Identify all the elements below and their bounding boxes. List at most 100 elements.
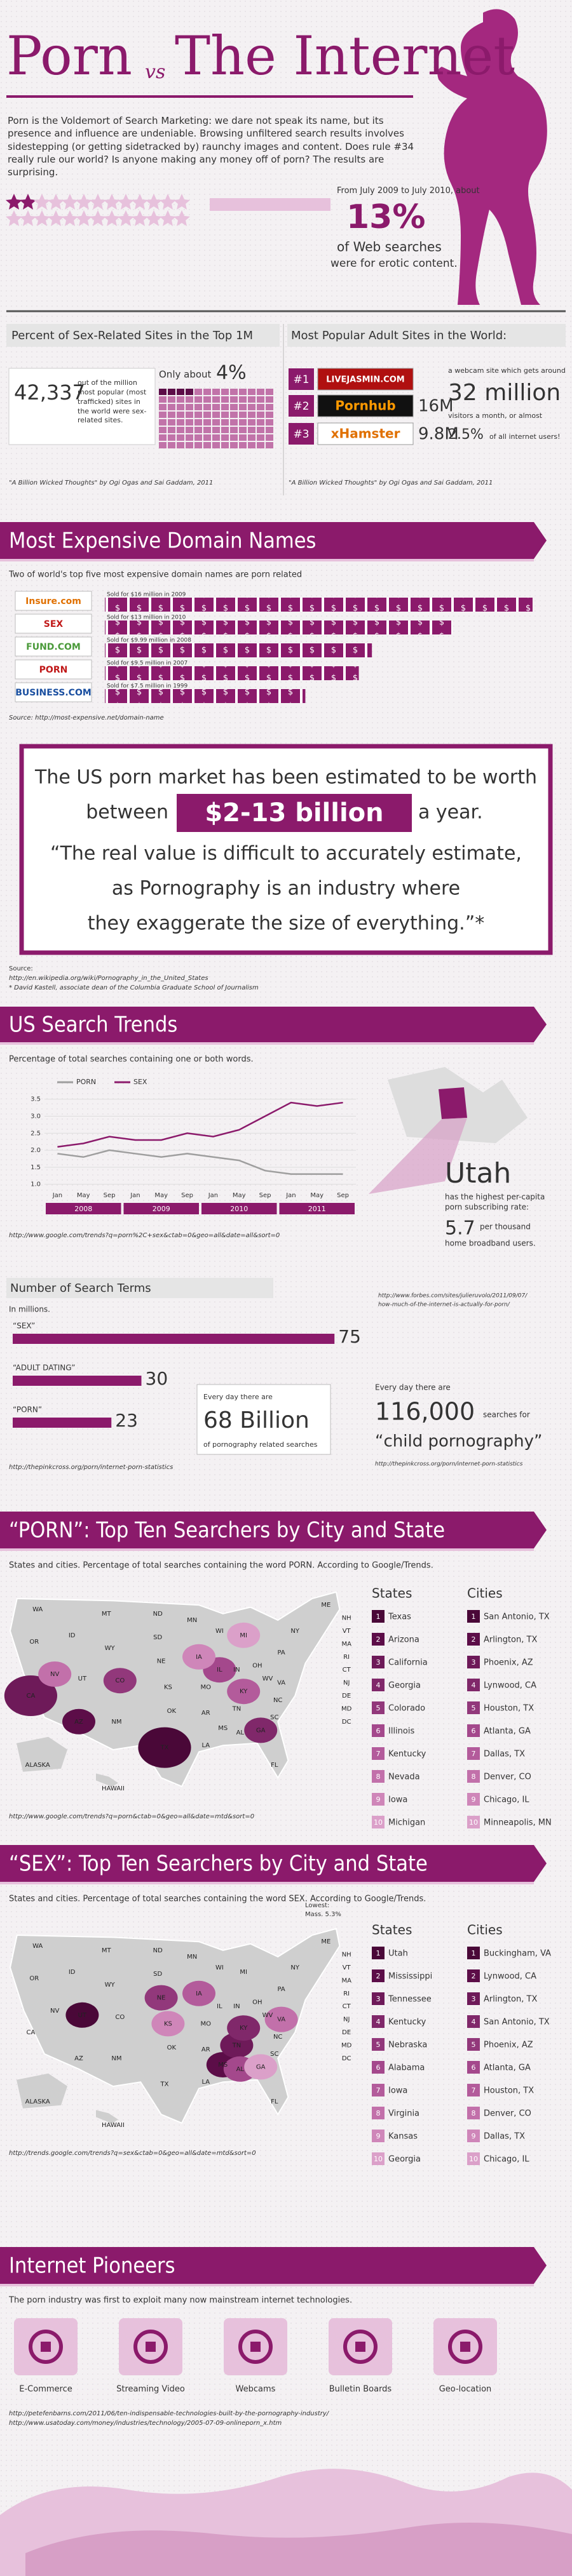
- amount: $2-13 billion: [205, 798, 383, 828]
- state-label: NM: [111, 2055, 121, 2062]
- star-icon: [6, 210, 22, 226]
- state-label: WA: [32, 1606, 43, 1613]
- grid-cell: [248, 442, 255, 448]
- rank-box: [467, 2152, 480, 2165]
- section-band: [0, 522, 547, 559]
- grid-cell: [221, 396, 229, 403]
- state-highlight: [244, 2054, 278, 2080]
- year-band: [279, 1203, 355, 1214]
- year-label: 2010: [230, 1205, 248, 1213]
- state-label: IN: [233, 2003, 240, 2010]
- rank-box: [467, 1770, 480, 1783]
- list-item: Utah: [388, 1949, 408, 1959]
- bar: [13, 1334, 335, 1344]
- star-icon: [132, 210, 148, 226]
- sale-note: Sold for $9.5 million in 2007: [107, 661, 187, 667]
- legend-label: SEX: [133, 1078, 147, 1086]
- grid-cell: [186, 442, 193, 448]
- domain-logo-bg: [15, 614, 92, 634]
- state-label: SD: [153, 1971, 162, 1978]
- grid-cell: [212, 442, 220, 448]
- site-rank: #2: [293, 400, 309, 413]
- y-tick-label: 3.0: [31, 1113, 41, 1120]
- site-visitors: 16M: [418, 397, 454, 416]
- grid-cell: [248, 404, 255, 410]
- state-highlight: [182, 1980, 215, 2006]
- sale-note: Sold for $7.5 million in 1999: [107, 683, 188, 690]
- state-highlight: [182, 1644, 215, 1670]
- rank-box: [372, 1747, 385, 1760]
- grid-cell: [168, 427, 175, 433]
- state-label: TN: [232, 2042, 242, 2049]
- rank: 4: [472, 2018, 476, 2026]
- sale-note: Sold for $13 million in 2010: [107, 615, 186, 621]
- star-icon: [160, 210, 176, 226]
- state-label: CT: [343, 1667, 351, 1674]
- list-item: San Antonio, TX: [484, 2018, 550, 2027]
- state-label: DC: [342, 2055, 351, 2062]
- grid-cell: [168, 419, 175, 426]
- list-item: Lynwood, CA: [484, 1972, 536, 1982]
- list-item: Colorado: [388, 1704, 425, 1714]
- state-label: KY: [240, 2025, 248, 2032]
- grid-cell: [203, 389, 211, 395]
- list-item: Denver, CO: [484, 1773, 531, 1782]
- state-label: NV: [50, 2008, 59, 2015]
- state-label: NM: [111, 1719, 121, 1726]
- rank-box: [289, 395, 314, 417]
- x-tick-label: May: [77, 1192, 90, 1199]
- rank-box: [372, 2107, 385, 2119]
- grid-cell: [266, 396, 273, 403]
- grid-cell: [239, 427, 247, 433]
- bar: [105, 689, 306, 703]
- grid-cell: [203, 396, 211, 403]
- rank: 5: [376, 2041, 381, 2049]
- state-label: NE: [157, 1995, 166, 2002]
- star-icon: [132, 194, 148, 210]
- state-label: TN: [232, 1705, 242, 1712]
- rank: 3: [376, 1995, 381, 2003]
- state-label: AL: [236, 1729, 245, 1736]
- pioneer-label: Webcams: [236, 2385, 276, 2394]
- rank: 6: [376, 1727, 381, 1735]
- state-label: IA: [196, 1654, 202, 1661]
- y-tick-label: 2.5: [31, 1130, 41, 1137]
- rank: 10: [469, 1818, 478, 1827]
- alaska: [17, 1736, 67, 1772]
- share: 2.5%: [448, 427, 484, 443]
- hawaii: [96, 2110, 118, 2124]
- y-tick-label: 2.0: [31, 1147, 41, 1154]
- state-label: NC: [273, 2034, 282, 2041]
- pioneer-icon: [250, 2342, 261, 2352]
- rank-box: [467, 2015, 480, 2028]
- grid-cell: [266, 404, 273, 410]
- list-heading: Cities: [467, 1586, 503, 1601]
- grid-cell: [230, 442, 238, 448]
- year-band: [123, 1203, 199, 1214]
- grid-cell: [239, 412, 247, 418]
- state-label: WV: [262, 2012, 273, 2019]
- rank: 7: [472, 2086, 476, 2095]
- star-icon: [48, 194, 64, 210]
- grid-cell: [177, 419, 184, 426]
- grid-cell: [239, 419, 247, 426]
- x-tick-label: May: [310, 1192, 323, 1199]
- state-label: OR: [29, 1639, 39, 1646]
- state-label: NH: [342, 1952, 351, 1959]
- rank: 9: [472, 2132, 476, 2140]
- alaska: [17, 2073, 67, 2109]
- list-item: Denver, CO: [484, 2109, 531, 2119]
- rank: 8: [376, 1773, 381, 1781]
- source: http://thepinkcross.org/porn/internet-po…: [9, 1464, 173, 1471]
- rank: 4: [376, 1681, 381, 1689]
- grid-cell: [239, 404, 247, 410]
- state-highlight: [227, 1622, 261, 1648]
- rank: 3: [472, 1995, 476, 2003]
- bar: [105, 598, 533, 612]
- rank: 7: [376, 1750, 381, 1758]
- year-band: [201, 1203, 277, 1214]
- utah-text: has the highest per-capita: [445, 1193, 545, 1202]
- star-icon: [118, 194, 134, 210]
- star-icon: [90, 194, 106, 210]
- source: how-much-of-the-internet-is-actually-for…: [378, 1302, 510, 1308]
